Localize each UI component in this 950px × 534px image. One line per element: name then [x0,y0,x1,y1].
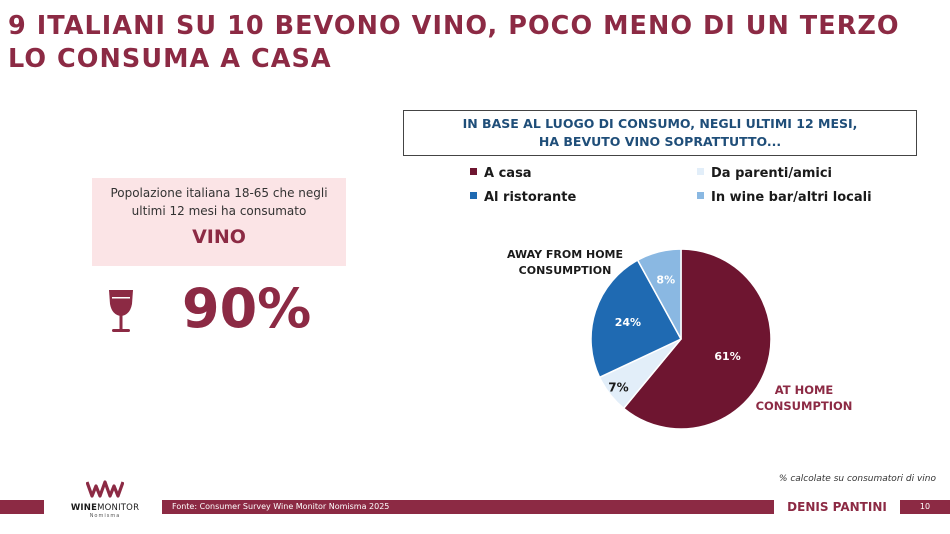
legend-swatch [697,192,704,199]
legend-swatch [470,192,477,199]
wine-monitor-logo: WINEMONITOR Nomisma [66,480,144,530]
pie-label-1: 7% [608,381,628,395]
logo-text-bold: WINE [70,503,98,513]
pie-slice-3 [636,248,682,340]
footer-bar-left [0,500,44,514]
pie-label-3: 8% [656,274,675,287]
at-home-label: AT HOME CONSUMPTION [752,382,856,414]
population-description: Popolazione italiana 18-65 che negli ult… [110,186,328,218]
pie-chart: 61% 7% 24% 8% [590,248,772,430]
source-text: Fonte: Consumer Survey Wine Monitor Nomi… [162,500,774,514]
legend-label: Al ristorante [484,190,577,205]
legend-item-al-ristorante: Al ristorante [470,189,576,207]
author-name: DENIS PANTINI [787,500,887,514]
page-number: 10 [900,500,950,514]
wine-glass-icon [109,290,133,332]
pie-label-2: 24% [615,316,641,329]
legend-label: A casa [484,166,532,181]
logo-subtitle: Nomisma [89,513,121,519]
legend-label: Da parenti/amici [711,166,833,181]
away-from-home-label: AWAY FROM HOME CONSUMPTION [495,247,635,279]
population-highlight: VINO [192,226,246,248]
logo-text-light: MONITOR [97,503,140,513]
chart-question-box: IN BASE AL LUOGO DI CONSUMO, NEGLI ULTIM… [403,110,917,156]
home-label-line-1: AT HOME [774,383,834,397]
legend-item-da-parenti: Da parenti/amici [697,165,832,183]
footnote: % calcolate su consumatori di vino [778,474,936,484]
legend-label: In wine bar/altri locali [711,190,872,205]
question-line-1: IN BASE AL LUOGO DI CONSUMO, NEGLI ULTIM… [462,116,858,131]
pie-label-0: 61% [714,350,740,363]
pie-slice-2 [590,259,683,379]
home-label-line-2: CONSUMPTION [755,399,853,413]
page-title: 9 ITALIANI SU 10 BEVONO VINO, POCO MENO … [8,11,900,74]
pie-slice-0 [622,248,772,430]
legend-item-wine-bar: In wine bar/altri locali [697,189,872,207]
population-box: Popolazione italiana 18-65 che negli ult… [92,178,346,266]
question-line-2: HA BEVUTO VINO SOPRATTUTTO... [538,134,782,149]
logo-mark-icon [85,480,125,498]
legend-swatch [697,168,704,175]
population-percentage: 90% [182,277,312,340]
away-label-line-2: CONSUMPTION [518,264,612,277]
legend-swatch [470,168,477,175]
away-label-line-1: AWAY FROM HOME [506,248,624,261]
legend-item-a-casa: A casa [470,165,532,183]
